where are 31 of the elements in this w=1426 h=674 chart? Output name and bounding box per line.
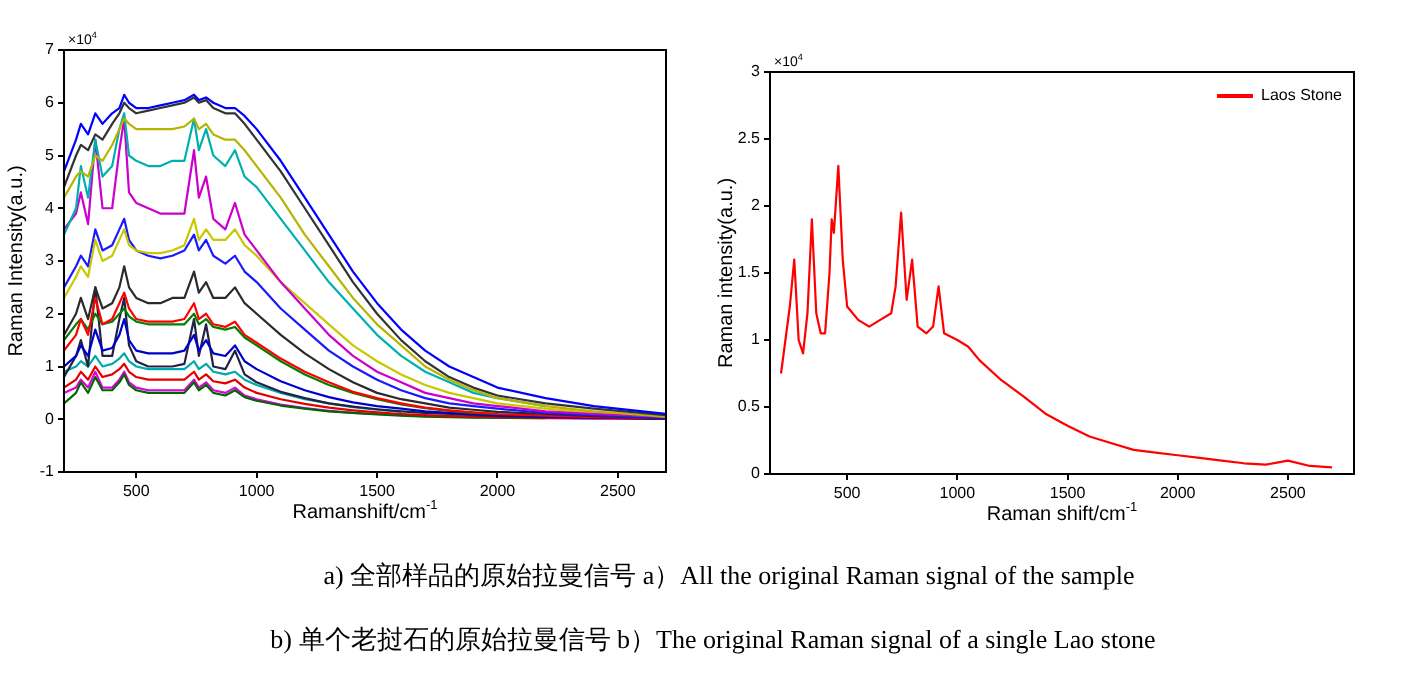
y-tick-label: 3	[45, 251, 56, 270]
y-tick-label: 6	[45, 93, 56, 112]
x-tick-label: 2500	[1270, 484, 1307, 503]
x-tick-label: 1500	[1049, 484, 1087, 503]
legend-label: Laos Stone	[1261, 86, 1344, 105]
y-axis-title: Raman Intensity(a.u.)	[5, 165, 28, 357]
x-tick-label: 2000	[1159, 484, 1197, 503]
y-tick-label: 0	[45, 409, 56, 428]
y-tick-label: -1	[39, 462, 56, 481]
y-tick-label: 0	[751, 464, 762, 483]
y-tick-label: 0.5	[737, 397, 762, 416]
y-tick-label: 2	[45, 304, 56, 323]
x-tick-label: 500	[833, 484, 862, 503]
y-tick-label: 2.5	[737, 129, 762, 148]
y-tick-label: 5	[45, 145, 56, 164]
x-tick-label: 1000	[238, 482, 276, 501]
text: b) 单个老挝石的原始拉曼信号 b）The original Raman signal of a single Lao stone	[268, 622, 1158, 658]
y-tick-label: 2	[751, 196, 762, 215]
y-tick-label: 7	[45, 40, 56, 59]
x-tick-label: 500	[122, 482, 151, 501]
y-tick-label: 1	[45, 356, 56, 375]
x-tick-label: 1000	[939, 484, 977, 503]
x-tick-label: 2000	[479, 482, 517, 501]
y-axis-title: Raman intensity(a.u.)	[715, 177, 738, 369]
text: a) 全部样品的原始拉曼信号 a）All the original Raman signal of the sample	[321, 558, 1137, 594]
y-tick-label: 4	[45, 198, 56, 217]
x-tick-label: 1500	[359, 482, 396, 501]
y-tick-label: 1.5	[737, 263, 762, 282]
x-tick-label: 2500	[600, 482, 637, 501]
y-tick-label: 3	[751, 62, 762, 81]
y-tick-label: 1	[751, 330, 762, 349]
